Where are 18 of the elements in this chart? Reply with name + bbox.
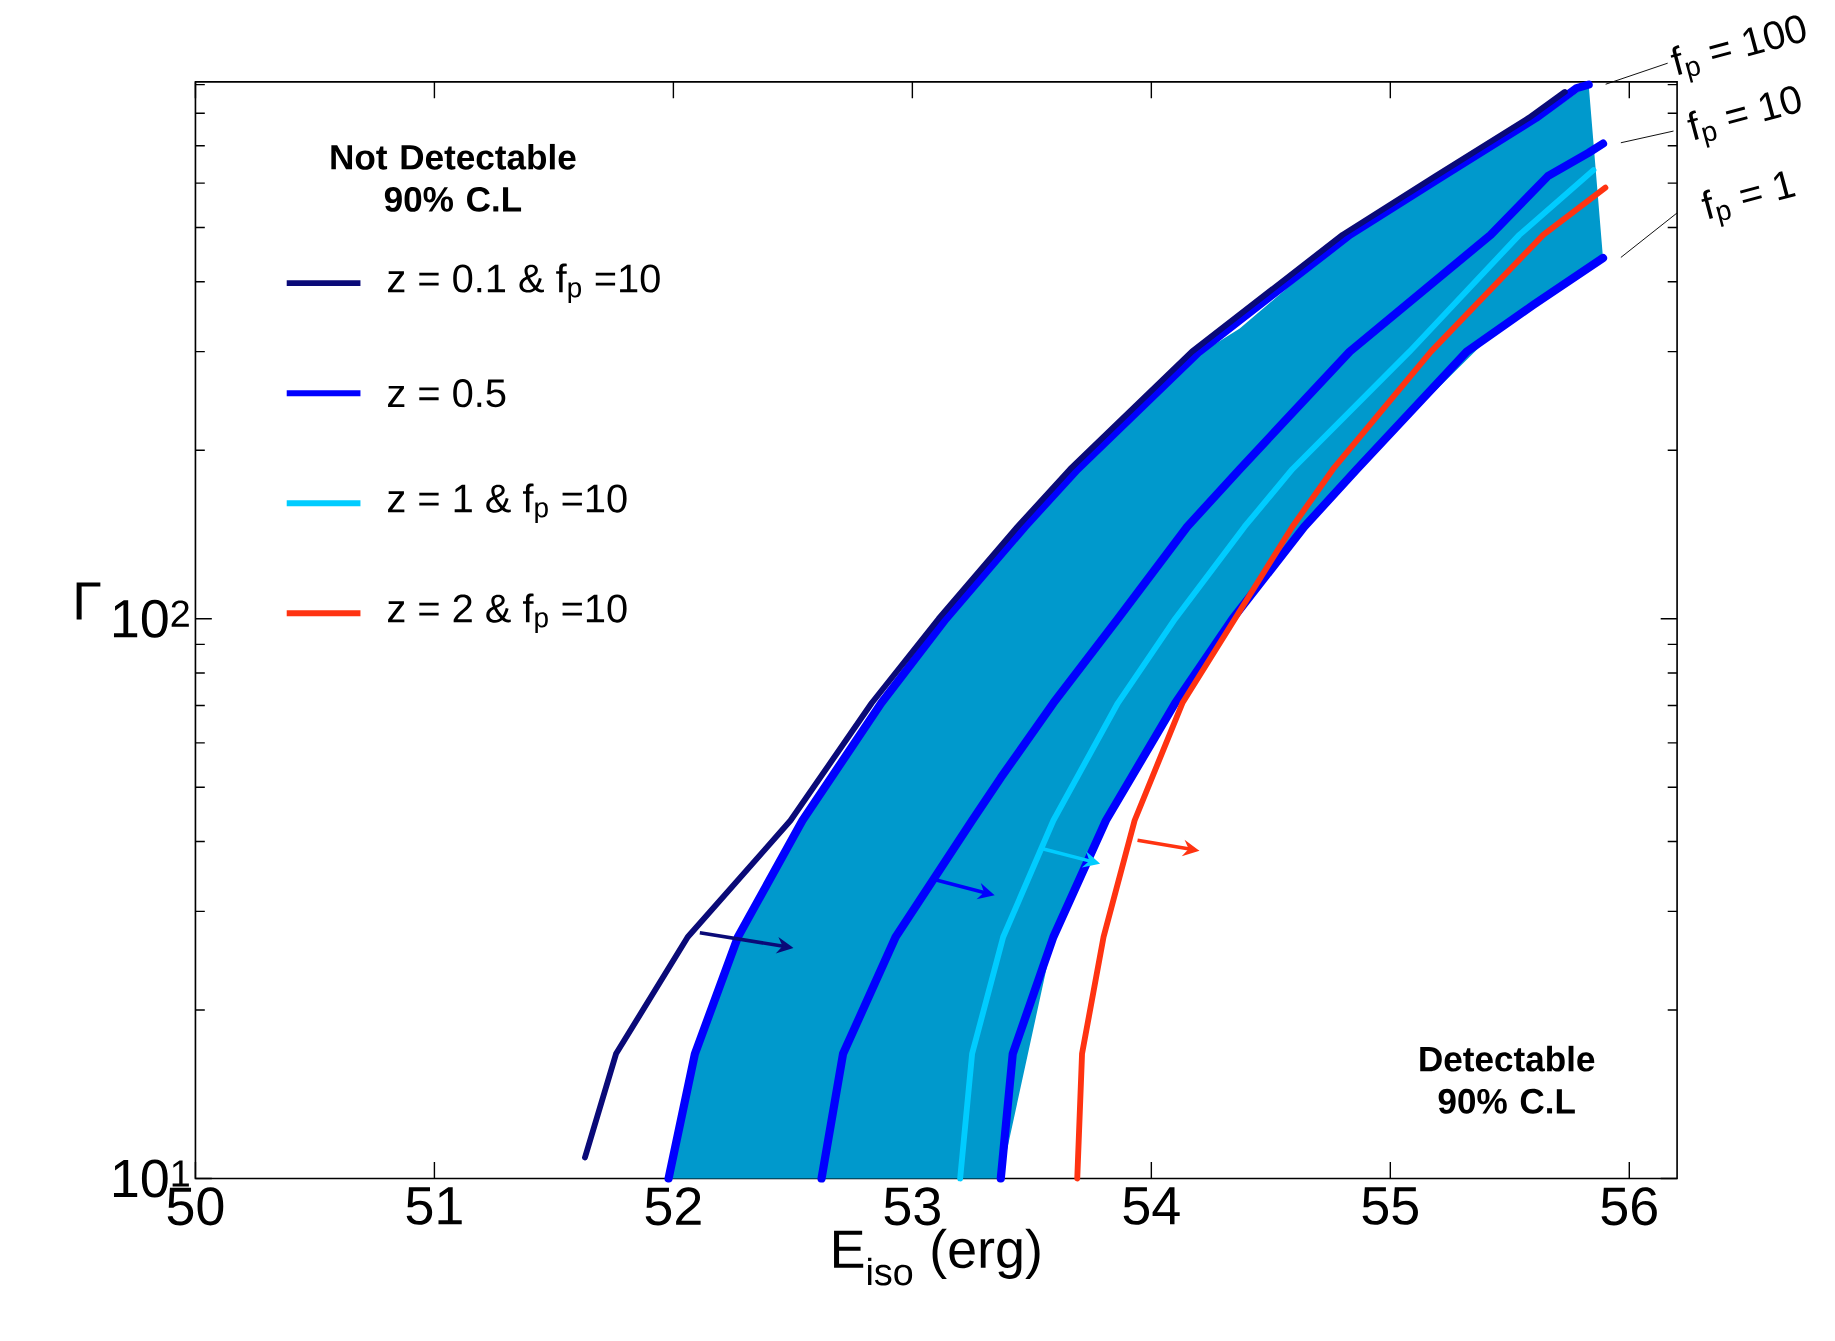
annotation: f$_{p}$ = 100 [1670,15,1806,83]
x-tick-label: 55 [1362,1187,1418,1225]
x-axis-title: E$_{iso}$ (erg) [834,1228,1040,1286]
legend-label: z = 1 & f$_{p}$ =10 [388,483,627,523]
text: f$_{p}$ = 1 [1701,171,1796,227]
legend-label: z = 0.1 & f$_{p}$ =10 [388,263,660,303]
annotation: Detectable 90% C.L [1420,1045,1595,1114]
x-tick-label: 52 [645,1187,701,1226]
x-tick-label: 54 [1123,1187,1180,1225]
y-tick-label: 10$^{2}$ [113,599,189,638]
y-axis-title: Γ [76,582,101,620]
legend-label: z = 2 & f$_{p}$ =10 [388,593,627,633]
x-tick-label: 51 [406,1187,462,1225]
text: f$_{p}$ = 10 [1687,86,1801,148]
x-tick-label: 53 [884,1187,940,1226]
x-tick-label: 56 [1601,1187,1657,1226]
legend-title: Not Detectable 90% C.L [331,143,576,212]
legend-label: z = 0.5 [388,379,506,408]
